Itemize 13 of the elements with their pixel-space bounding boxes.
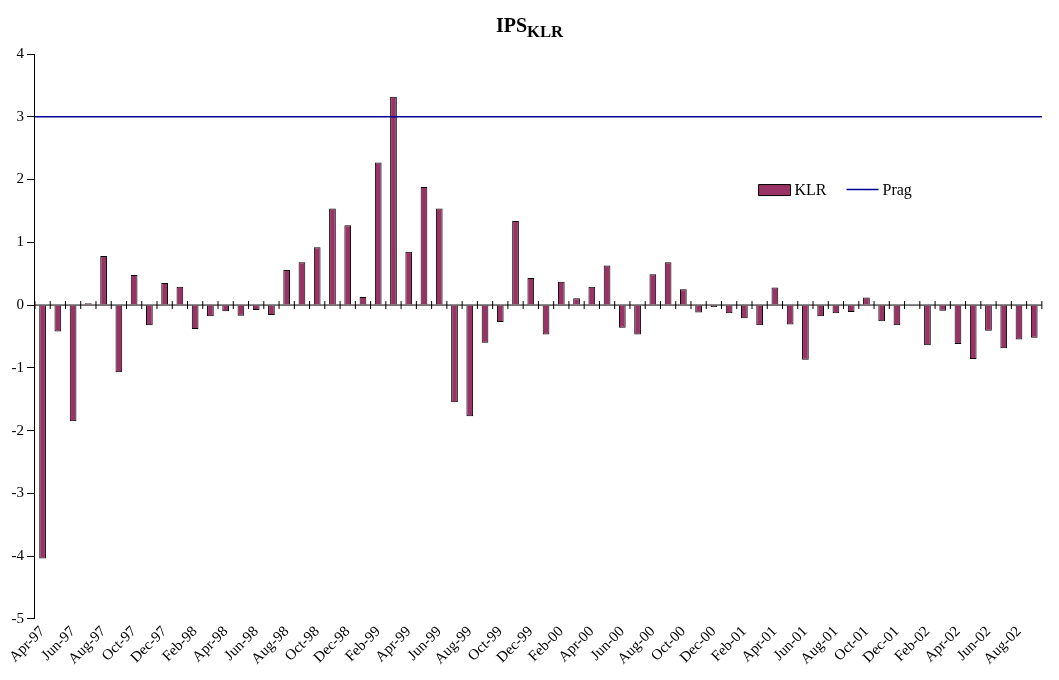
- y-tick-label: 0: [16, 295, 24, 312]
- y-tick-label: -1: [11, 358, 24, 375]
- y-tick-label: 4: [16, 44, 25, 61]
- y-tick-label: 2: [16, 170, 24, 187]
- y-tick-label: -4: [11, 547, 25, 564]
- legend-label: Prag: [882, 180, 912, 199]
- legend-label: KLR: [794, 180, 827, 198]
- y-tick-label: 3: [16, 107, 24, 124]
- y-tick-label: -5: [11, 609, 24, 626]
- y-tick-label: -3: [11, 484, 24, 501]
- y-tick-label: -2: [11, 421, 24, 438]
- chart-title: IPS$_{KLR}$: [494, 13, 565, 42]
- y-tick-label: 1: [16, 233, 24, 250]
